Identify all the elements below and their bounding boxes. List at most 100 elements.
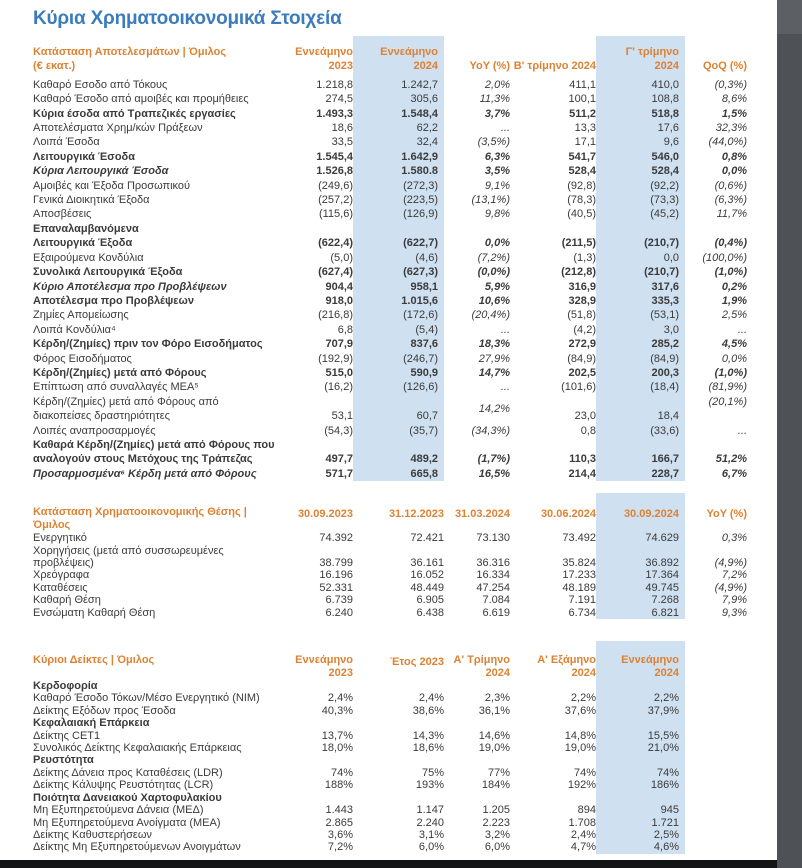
cell-value: (100,0%) [702,251,747,264]
cell-value: 571,7 [325,467,353,480]
table-row: Συνολικός Δείκτης Κεφαλαιακής Επάρκειας 1… [33,742,750,755]
cell-value: 51,2% [715,453,747,466]
scrollbar-thumb[interactable] [777,0,802,34]
cell-value: 1,9% [721,294,747,307]
cell-value: 19,0% [564,742,596,755]
cell-value: 7,2% [721,569,747,582]
cell-value: (101,6) [561,381,596,394]
cell-value: (1,3) [573,251,596,264]
cell-value: (272,3) [353,178,444,194]
row-label: Μη Εξυπηρετούμενα Δάνεια (ΜΕΔ) [33,804,204,817]
section-title: Κατάσταση Χρηματοοικονομικής Θέσης | [33,506,247,519]
cell-value: 9,6 [596,135,685,150]
table-row: Καταθέσεις 52.331 48.449 47.254 48.189 49.745… [33,581,750,595]
row-label: Επαναλαμβανόμενα Λειτουργικά Έξοδα [33,222,139,250]
cell-value: (73,3) [596,193,685,208]
row-label: Καθαρά Κέρδη/(Ζημίες) μετά από Φόρους πο… [33,438,275,466]
cell-value: 48.449 [410,581,444,594]
cell-value [353,717,444,729]
cell-value: (3,5%) [477,136,510,149]
row-label: Δείκτης Καθυστερήσεων [33,828,152,841]
cell-value [685,804,747,816]
table-row: Επαναλαμβανόμενα Λειτουργικά Έξοδα (622,4)… [33,221,750,251]
cell-value [685,841,747,853]
row-label: Αποσβέσεις [33,208,92,221]
cell-value [685,829,747,841]
row-label: Ενσώματη Καθαρή Θέση [33,606,156,619]
cell-value: 3,7% [484,107,510,120]
cell-value: (45,2) [596,207,685,222]
table-row: Καθαρά Κέρδη/(Ζημίες) μετά από Φόρους πο… [33,437,750,467]
cell-value: 77% [487,766,510,779]
row-label: Μη Εξυπηρετούμενα Ανοίγματα (ΜΕΑ) [33,816,221,829]
cell-value: 15,5% [596,729,685,743]
cell-value [353,792,444,804]
cell-value: (622,7) [353,221,444,251]
table-row: Κέρδη/(Ζημίες) πριν τον Φόρο Εισοδήματος… [33,337,750,352]
row-label: Κέρδη/(Ζημίες) πριν τον Φόρο Εισοδήματος [33,338,263,351]
cell-value: (211,5) [561,237,596,250]
table-row: Επίπτωση από συναλλαγές ΜΕΑ⁵ (16,2) (126,6… [33,380,750,395]
row-label: Καθαρό Εσοδο από Τόκους [33,78,168,91]
cell-value: 184% [481,779,510,792]
row-label: Εξαιρούμενα Κονδύλια [33,251,144,264]
cell-value: 511,2 [569,107,596,120]
cell-value [596,791,685,805]
cell-value [444,717,510,729]
cell-value: 36.892 [596,544,685,570]
row-label: Αποτελέσματα Χρημ/κών Πράξεων [33,122,203,135]
column-header: YoY (%) [469,60,510,73]
cell-value: 6.438 [416,606,444,619]
table-row: Κεφαλαιακή Επάρκεια [33,717,750,730]
cell-value: 1.015,6 [353,293,444,309]
cell-value: 317,6 [596,279,685,294]
row-label: Λοιπά Κονδύλια⁴ [33,323,116,336]
column-header: 30.09.2023 [297,508,353,521]
table-row: Αποσβέσεις (115,6) (126,9) 9,8% (40,5) (45,2)… [33,207,750,222]
cell-value [510,717,596,729]
row-label: Λοιπές αναπροσαρμογές [33,424,156,437]
cell-value: 40,3% [321,704,353,717]
cell-value: 515,0 [325,366,353,379]
table-header-label: Κύριοι Δείκτες | Όμιλος [33,641,272,680]
cell-value: (0,0%) [477,266,510,279]
cell-value: (6,3%) [714,194,747,207]
cell-value: (257,2) [318,194,353,207]
cell-value: 0,8% [721,150,747,163]
cell-value: 193% [415,779,444,792]
cell-value: 2,2% [596,692,685,705]
table-header-label: Κατάσταση Χρηματοοικονομικής Θέσης | Όμι… [33,493,272,532]
cell-value: 74.629 [596,532,685,545]
row-label: Κέρδη/(Ζημίες) μετά από Φόρους από διακοπ… [33,395,219,423]
row-label: Φόρος Εισοδήματος [33,352,132,365]
table-row: Εξαιρούμενα Κονδύλια (5,0) (4,6) (7,2%) (1,3… [33,250,750,266]
table-row: Μη Εξυπηρετούμενα Ανοίγματα (ΜΕΑ) 2.865 2.… [33,816,750,829]
scrollbar-track[interactable] [777,0,802,868]
cell-value: 1.545,4 [316,150,353,163]
cell-value [685,779,747,791]
cell-value: 23,0 [574,410,596,423]
cell-value: 74% [596,766,685,780]
row-label: Λειτουργικά Έσοδα [33,150,135,163]
section-subtitle: Όμιλος [33,519,71,532]
cell-value: (1,0%) [714,366,747,379]
table-row: Καθαρό Εσοδο από Τόκους 1.218,8 1.242,7 2,0… [33,77,750,93]
section-title: Κατάσταση Αποτελεσμάτων | Όμιλος [33,46,227,58]
cell-value: 166,7 [596,437,685,467]
row-label: Ζημίες Απομείωσης [33,309,129,322]
cell-value: 1.205 [482,804,510,817]
cell-value: 110,3 [569,453,596,466]
cell-value: 188% [324,779,353,792]
table-row: Κύρια Λειτουργικά Έσοδα 1.526,8 1.580.8 3,5… [33,164,750,179]
cell-value: (7,2%) [477,251,510,264]
cell-value: (33,6) [596,423,685,438]
table-row: Αποτέλεσμα προ Προβλέψεων 918,0 1.015,6 10,… [33,293,750,309]
cell-value: 528,4 [596,164,685,179]
cell-value: 6.821 [596,606,685,620]
cell-value: 945 [596,804,685,817]
cell-value: 0,0% [484,237,510,250]
cell-value [272,754,353,766]
cell-value: (1,7%) [477,453,510,466]
cell-value: (627,4) [318,266,353,279]
cell-value: 32,4 [353,135,444,150]
